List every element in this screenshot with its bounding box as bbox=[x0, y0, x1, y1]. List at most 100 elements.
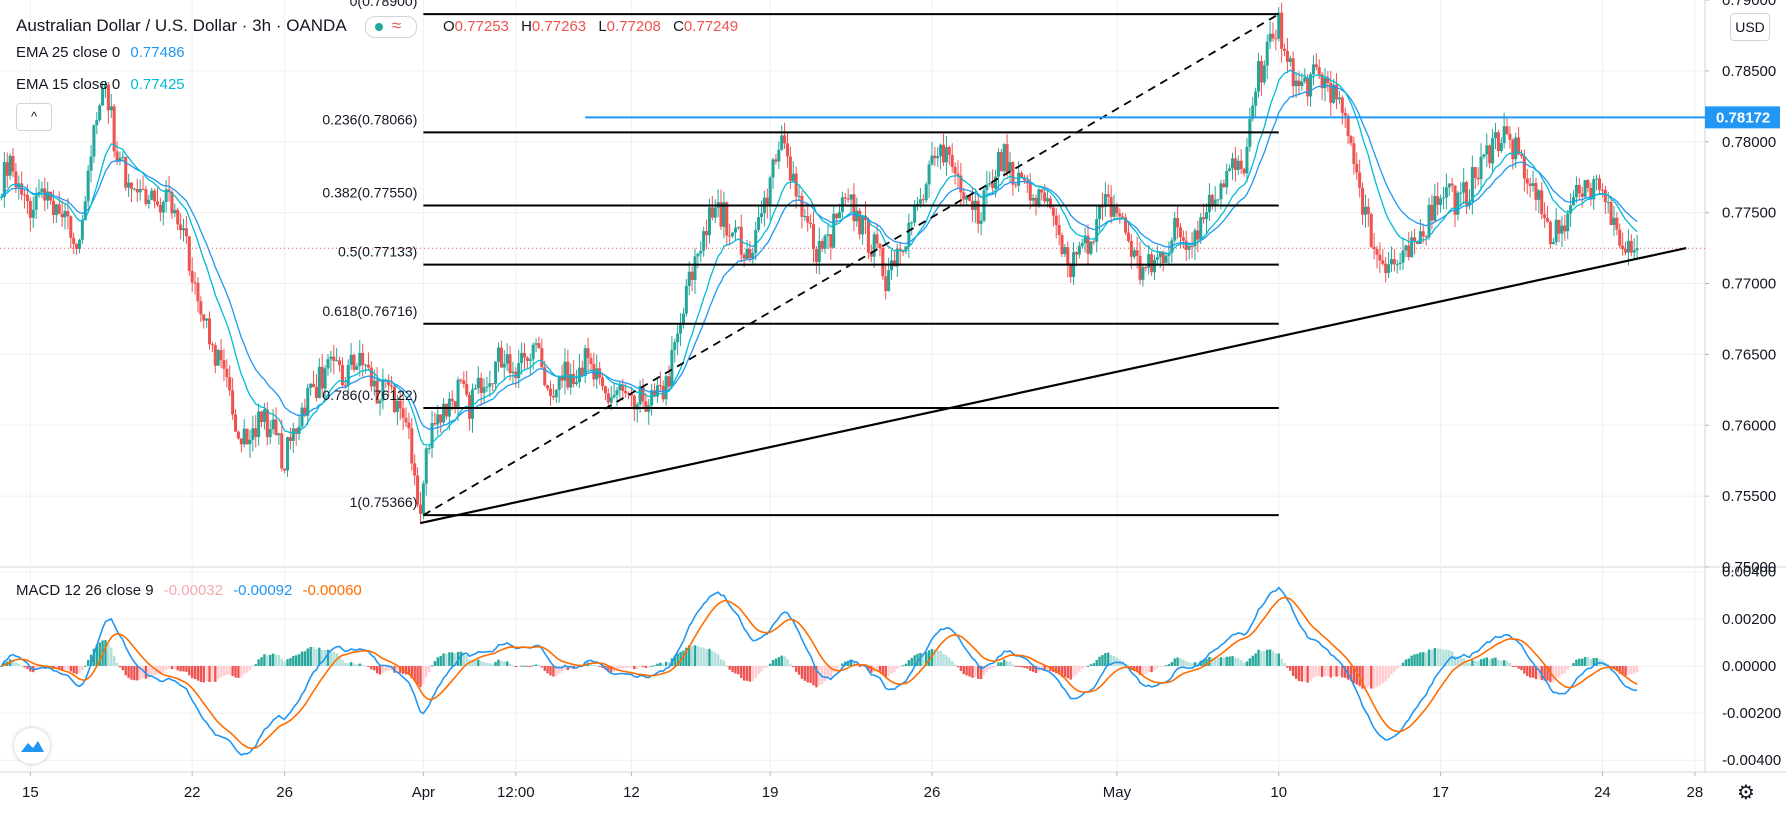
macd-histogram-bar bbox=[829, 665, 833, 678]
macd-histogram-bar bbox=[1349, 665, 1353, 681]
macd-histogram-bar bbox=[1358, 665, 1361, 687]
macd-histogram-bar bbox=[352, 663, 356, 666]
macd-histogram-bar bbox=[107, 644, 110, 666]
candle-body bbox=[150, 190, 154, 200]
macd-histogram-bar bbox=[326, 649, 330, 666]
candle-body bbox=[1436, 196, 1440, 206]
macd-histogram-bar bbox=[927, 650, 931, 666]
macd-histogram-bar bbox=[237, 665, 240, 678]
candle-body bbox=[1366, 206, 1370, 215]
candle-body bbox=[17, 183, 21, 188]
macd-histogram-bar bbox=[453, 653, 457, 666]
candle-body bbox=[1020, 172, 1024, 179]
candle-body bbox=[794, 173, 798, 197]
macd-histogram-bar bbox=[341, 659, 344, 666]
macd-histogram-bar bbox=[1095, 659, 1098, 666]
candle-body bbox=[355, 366, 359, 370]
macd-histogram-bar bbox=[1225, 656, 1228, 666]
gear-icon[interactable]: ⚙ bbox=[1737, 782, 1755, 804]
macd-tick-label: -0.00200 bbox=[1722, 705, 1781, 722]
candle-body bbox=[306, 387, 310, 416]
candle-body bbox=[444, 403, 448, 417]
ohlc-high-key: H bbox=[521, 18, 532, 35]
candle-body bbox=[791, 173, 795, 181]
candle-body bbox=[820, 241, 824, 249]
candle-body bbox=[765, 197, 769, 207]
candle-body bbox=[196, 282, 200, 302]
macd-histogram-bar bbox=[1081, 665, 1084, 669]
candle-body bbox=[1181, 237, 1185, 241]
candle-body bbox=[470, 389, 475, 419]
candle-body bbox=[947, 147, 951, 155]
macd-histogram-bar bbox=[1430, 649, 1434, 666]
macd-histogram-bar bbox=[214, 665, 217, 682]
x-tick-label: 26 bbox=[276, 784, 293, 801]
symbol-title[interactable]: Australian Dollar / U.S. Dollar · 3h · O… bbox=[16, 16, 347, 35]
candle-body bbox=[502, 363, 506, 368]
candle-body bbox=[907, 222, 911, 247]
candle-body bbox=[23, 194, 27, 196]
macd-histogram-bar bbox=[1635, 665, 1639, 673]
candle-body bbox=[115, 151, 119, 161]
candle-body bbox=[1430, 204, 1434, 221]
macd-histogram-bar bbox=[919, 652, 922, 666]
macd-histogram-bar bbox=[1361, 665, 1364, 689]
currency-button[interactable]: USD bbox=[1730, 13, 1770, 41]
candle-body bbox=[618, 384, 622, 391]
macd-histogram-bar bbox=[384, 665, 387, 672]
macd-histogram-bar bbox=[297, 654, 301, 666]
candle-body bbox=[378, 400, 382, 404]
macd-histogram-bar bbox=[1381, 665, 1384, 684]
candle-body bbox=[1109, 196, 1113, 217]
macd-histogram-bar bbox=[1107, 652, 1110, 666]
candle-body bbox=[1265, 41, 1269, 66]
macd-histogram-bar bbox=[898, 665, 902, 667]
candle-body bbox=[1083, 235, 1087, 244]
ema25-legend[interactable]: EMA 25 close 0 0.77486 bbox=[16, 44, 185, 61]
macd-legend[interactable]: MACD 12 26 close 9 -0.00032 -0.00092 -0.… bbox=[16, 582, 362, 599]
candle-body bbox=[465, 384, 469, 395]
macd-histogram-bar bbox=[1627, 665, 1630, 675]
macd-histogram-bar bbox=[904, 663, 908, 666]
macd-histogram-bar bbox=[531, 665, 535, 667]
candle-body bbox=[51, 200, 55, 216]
tradingview-logo[interactable] bbox=[14, 728, 50, 764]
macd-histogram-bar bbox=[1190, 663, 1194, 666]
candle-body bbox=[1054, 215, 1058, 226]
ema15-legend[interactable]: EMA 15 close 0 0.77425 bbox=[16, 76, 185, 93]
candle-body bbox=[1124, 217, 1128, 233]
candle-body bbox=[1288, 58, 1292, 62]
candle-body bbox=[661, 385, 665, 400]
macd-histogram-bar bbox=[361, 664, 364, 666]
candle-body bbox=[1034, 197, 1038, 207]
ema15-label: EMA 15 close 0 bbox=[16, 76, 121, 93]
macd-histogram-bar bbox=[81, 665, 84, 671]
candle-body bbox=[1008, 162, 1012, 173]
macd-histogram-bar bbox=[1141, 665, 1145, 675]
market-status-pill[interactable]: ≈ bbox=[364, 16, 417, 39]
macd-histogram-bar bbox=[86, 659, 90, 666]
macd-histogram-bar bbox=[950, 661, 954, 666]
macd-histogram-bar bbox=[1453, 655, 1457, 666]
macd-histogram-bar bbox=[98, 642, 101, 666]
macd-histogram-bar bbox=[1384, 665, 1387, 682]
macd-line-value: -0.00092 bbox=[233, 582, 293, 599]
candle-body bbox=[421, 483, 425, 514]
collapse-legend-button[interactable]: ^ bbox=[16, 103, 52, 131]
macd-histogram-bar bbox=[1320, 665, 1324, 677]
macd-histogram-bar bbox=[1476, 660, 1480, 666]
candle-body bbox=[1491, 138, 1495, 164]
candle-body bbox=[895, 248, 899, 267]
macd-histogram-bar bbox=[1592, 658, 1595, 666]
candle-body bbox=[1476, 177, 1480, 180]
macd-histogram-bar bbox=[939, 650, 942, 666]
macd-histogram-bar bbox=[219, 665, 223, 678]
macd-histogram-bar bbox=[1508, 662, 1512, 666]
candle-body bbox=[66, 211, 70, 217]
macd-histogram-bar bbox=[1294, 665, 1298, 679]
candle-body bbox=[615, 390, 619, 395]
macd-signal-value: -0.00060 bbox=[302, 582, 362, 599]
candle-body bbox=[1121, 216, 1125, 218]
